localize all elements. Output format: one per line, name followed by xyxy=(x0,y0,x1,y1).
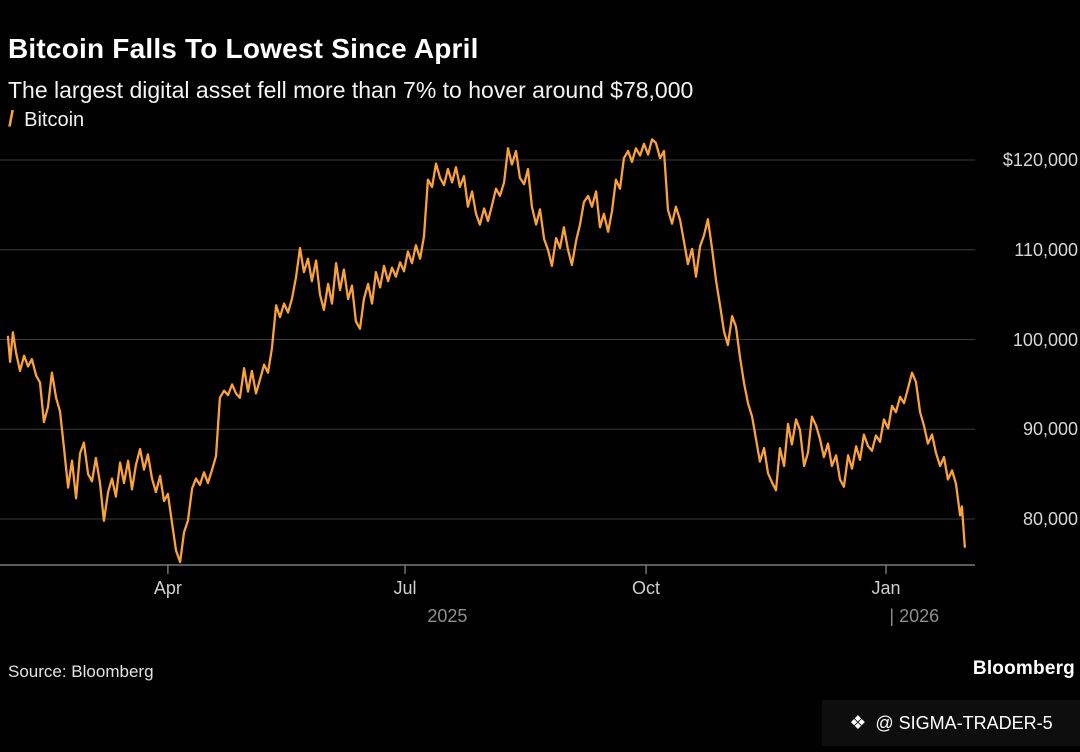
x-axis-label: Jul xyxy=(393,578,417,598)
y-axis-label: $120,000 xyxy=(1002,150,1078,170)
legend-line-marker-icon: / xyxy=(8,106,15,131)
year-label: | 2026 xyxy=(889,606,940,626)
y-axis-label: 80,000 xyxy=(1022,509,1078,529)
bitcoin-price-line xyxy=(6,138,966,564)
x-axis-label: Oct xyxy=(632,578,661,598)
legend: / Bitcoin xyxy=(8,106,84,132)
y-axis-label: 100,000 xyxy=(1012,329,1078,350)
x-axis-label: Apr xyxy=(153,578,182,598)
y-axis-label: 90,000 xyxy=(1022,419,1078,440)
x-axis-label: Jan xyxy=(871,578,901,598)
chart-subtitle: The largest digital asset fell more than… xyxy=(8,77,694,103)
year-label: 2025 xyxy=(427,606,468,626)
legend-label: Bitcoin xyxy=(24,109,85,131)
binance-diamond-icon: ❖ xyxy=(849,712,867,734)
source-note: Source: Bloomberg xyxy=(8,662,154,681)
watermark: ❖ @ SIGMA-TRADER-5 xyxy=(822,700,1080,746)
page-title: Bitcoin Falls To Lowest Since April xyxy=(8,32,479,64)
y-axis-label: 110,000 xyxy=(1014,239,1078,260)
bloomberg-logo: Bloomberg xyxy=(972,658,1075,679)
watermark-text: @ SIGMA-TRADER-5 xyxy=(875,712,1053,733)
